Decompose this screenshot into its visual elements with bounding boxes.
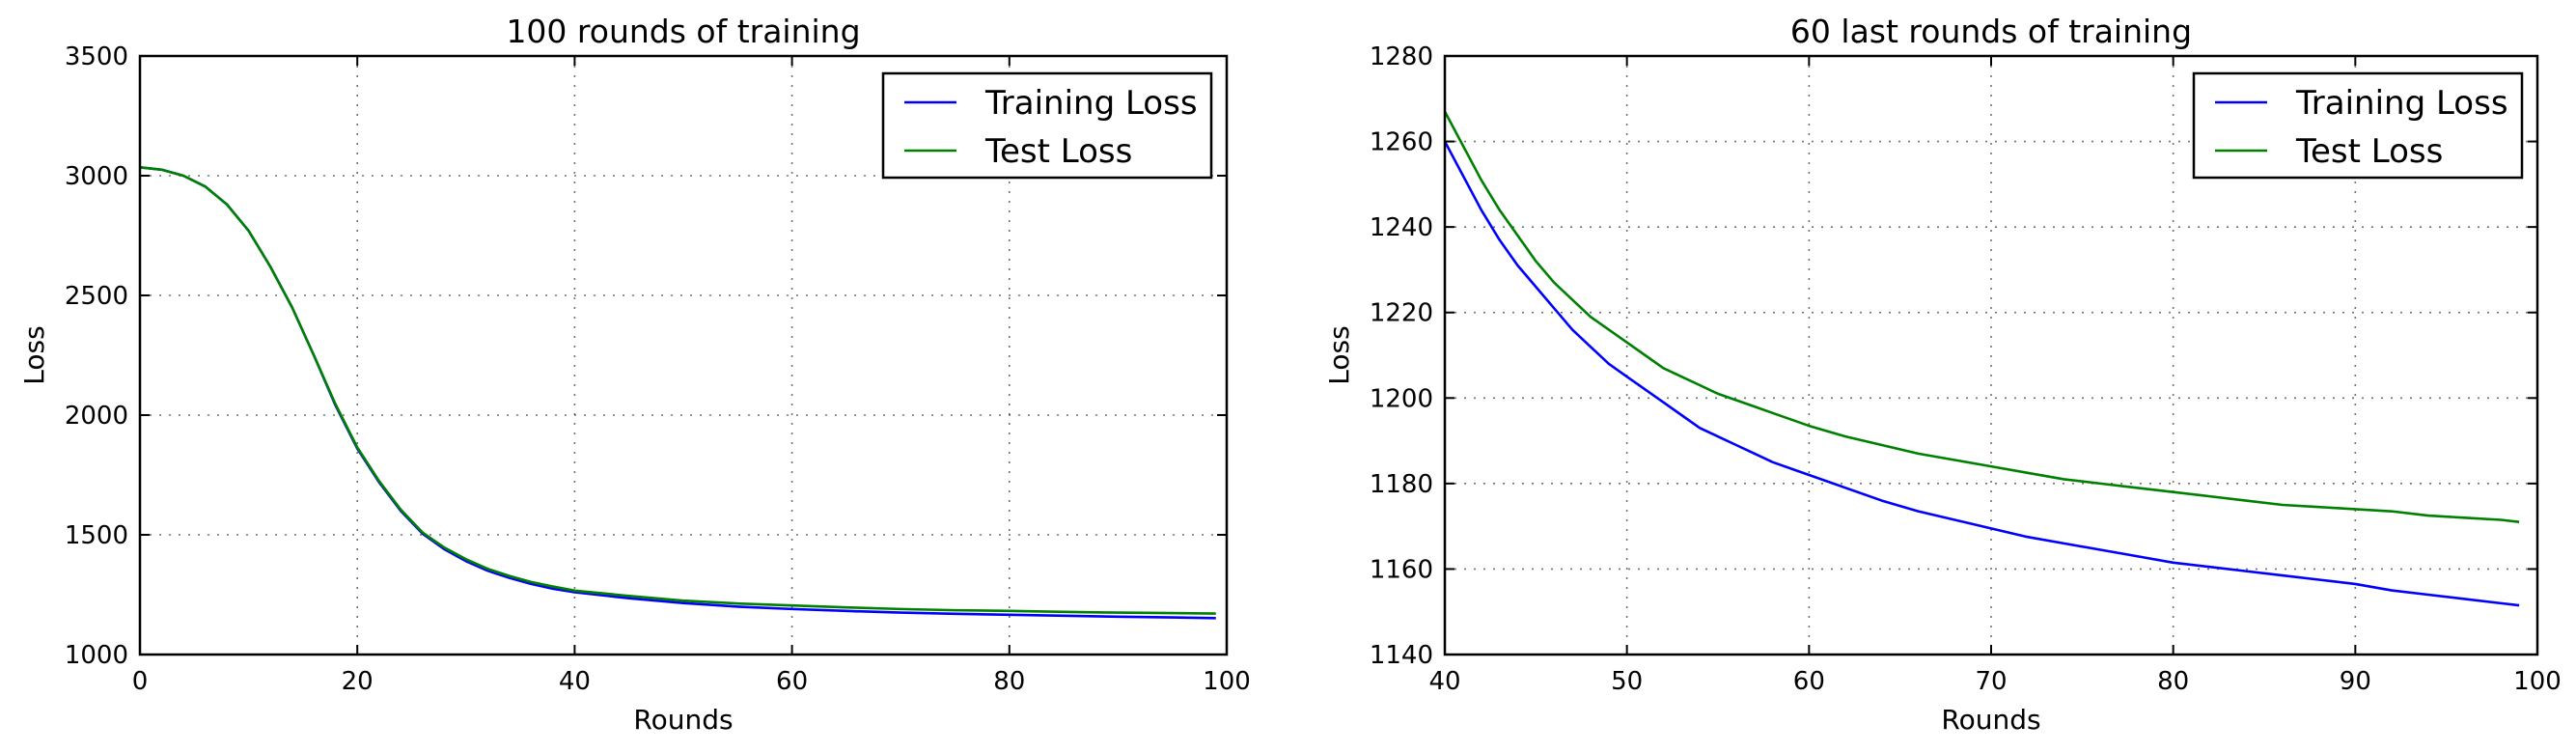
y-tick-label: 1500 [65,521,128,550]
legend-box [881,71,1213,180]
x-tick-label: 100 [1203,667,1251,696]
y-tick-label: 1260 [1370,128,1433,157]
chart-title: 60 last rounds of training [1790,13,2192,50]
x-tick-label: 60 [1793,667,1825,696]
x-tick-label: 40 [1428,667,1460,696]
chart-last-rounds: 40 50 60 70 80 90 100 1140 1160 1180 1200 1220 1240 1… [1323,13,2562,736]
y-tick-label: 3500 [65,42,128,71]
x-tick-label: 80 [993,667,1025,696]
legend-label: Test Loss [2295,132,2443,171]
y-tick-label: 2500 [65,282,128,311]
x-axis-label: Rounds [633,704,733,736]
legend: Training Loss Test Loss [2192,71,2524,180]
y-tick-label: 3000 [65,162,128,191]
legend: Training Loss Test Loss [881,71,1213,180]
y-tick-label: 1180 [1370,470,1433,499]
y-tick-label: 1240 [1370,213,1433,242]
chart-full-training: 0 20 40 60 80 100 1000 1500 2000 2500 3000 3500 100 … [18,13,1251,736]
series-line-training-loss [139,166,1216,620]
y-tick-label: 1000 [65,641,128,670]
y-tick-label: 1200 [1370,384,1433,413]
chart-title: 100 rounds of training [506,13,860,50]
y-tick-label: 1220 [1370,299,1433,328]
y-tick-label: 2000 [65,402,128,431]
y-tick-label: 1160 [1370,555,1433,584]
x-tick-label: 50 [1611,667,1643,696]
x-tick-label: 100 [2513,667,2562,696]
plot-frame [138,54,1229,656]
x-tick-label: 80 [2157,667,2189,696]
y-axis-label: Loss [1323,325,1355,384]
series-line-test-loss [1443,110,2520,524]
x-tick-label: 70 [1975,667,2007,696]
x-tick-label: 90 [2340,667,2371,696]
x-tick-label: 60 [776,667,808,696]
legend-label: Training Loss [2295,84,2508,123]
x-tick-label: 0 [132,667,149,696]
legend-label: Training Loss [984,84,1198,123]
x-axis-label: Rounds [1941,704,2040,736]
x-tick-label: 40 [559,667,591,696]
y-tick-label: 1140 [1370,641,1433,670]
y-tick-label: 1280 [1370,42,1433,71]
x-tick-label: 20 [342,667,374,696]
series-line-test-loss [139,166,1216,615]
series-line-training-loss [1443,140,2520,607]
legend-box [2192,71,2524,180]
legend-label: Test Loss [984,132,1132,171]
y-axis-label: Loss [18,325,50,384]
